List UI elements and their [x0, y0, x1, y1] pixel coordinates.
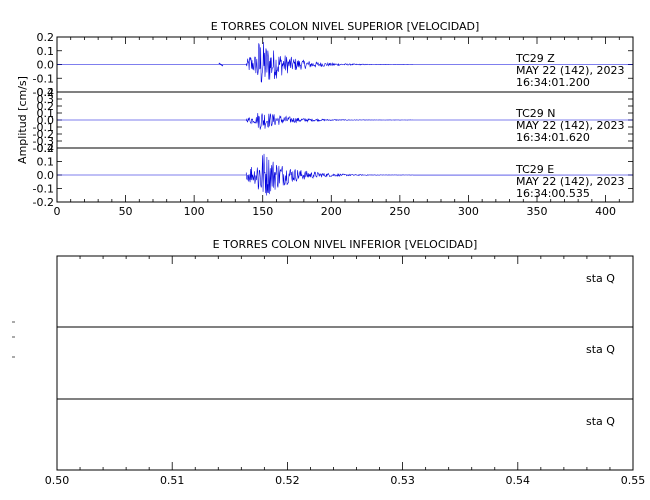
y-tick-label: -0.3	[33, 135, 54, 148]
trace-annotation: 16:34:01.620	[516, 131, 590, 144]
bottom-panel-2: sta Q	[57, 326, 633, 356]
x-tick-label: 0	[54, 205, 61, 218]
x-tick-label: 300	[458, 205, 479, 218]
y-tick-label: 0.3	[37, 93, 55, 106]
y-tick-label: 0.2	[37, 31, 55, 44]
bottom-seismogram-chart: E TORRES COLON NIVEL INFERIOR [VELOCIDAD…	[45, 238, 646, 487]
y-tick-label: 0.0	[37, 59, 55, 72]
x-tick-label: 350	[527, 205, 548, 218]
bottom-panel-1: sta Q	[586, 272, 615, 285]
y-tick-label: -0.2	[33, 128, 54, 141]
x-tick-label: 150	[252, 205, 273, 218]
waveform-N	[57, 113, 634, 130]
station-annotation: sta Q	[586, 415, 615, 428]
x-tick-label: 0.55	[621, 474, 646, 487]
x-tick-label: 250	[389, 205, 410, 218]
y-tick-label: -0.2	[33, 86, 54, 99]
y-tick-label: 0.0	[37, 169, 55, 182]
y-tick-label: 0.0	[37, 114, 55, 127]
y-tick-label: 0.1	[37, 107, 55, 120]
x-tick-label: 200	[321, 205, 342, 218]
y-tick-label: 0.1	[37, 156, 55, 169]
x-tick-label: 0.53	[390, 474, 415, 487]
y-tick-label: -0.1	[33, 121, 54, 134]
x-tick-label: 0.52	[275, 474, 300, 487]
y-tick-label: 0.1	[37, 45, 55, 58]
y-tick-label: -0.1	[33, 72, 54, 85]
y-tick-label: -0.4	[33, 142, 54, 155]
station-annotation: sta Q	[586, 272, 615, 285]
y-tick-label: -0.2	[33, 196, 54, 209]
y-tick-label: 0.2	[37, 142, 55, 155]
trace-annotation: MAY 22 (142), 2023	[516, 64, 624, 77]
waveform-Z	[57, 41, 634, 83]
top-chart-ylabel: Amplitud [cm/s]	[16, 76, 29, 164]
trace-annotation: MAY 22 (142), 2023	[516, 175, 624, 188]
bottom-chart-title: E TORRES COLON NIVEL INFERIOR [VELOCIDAD…	[213, 238, 478, 251]
trace-annotation: MAY 22 (142), 2023	[516, 119, 624, 132]
bottom-chart-frame	[56, 255, 634, 471]
station-annotation: sta Q	[586, 343, 615, 356]
bottom-panel-3: sta Q	[57, 398, 633, 428]
x-tick-label: 0.54	[506, 474, 531, 487]
x-tick-label: 50	[119, 205, 133, 218]
top-chart-title: E TORRES COLON NIVEL SUPERIOR [VELOCIDAD…	[211, 20, 480, 33]
trace-annotation: TC29 Z	[515, 52, 555, 65]
x-tick-label: 0.51	[160, 474, 185, 487]
y-tick-label: 0.2	[37, 100, 55, 113]
x-tick-label: 100	[184, 205, 205, 218]
waveform-blip	[218, 62, 224, 67]
x-tick-label: 0.50	[45, 474, 70, 487]
y-tick-label: 0.4	[37, 86, 55, 99]
x-tick-label: 400	[595, 205, 616, 218]
trace-annotation: TC29 E	[515, 163, 554, 176]
trace-annotation: TC29 N	[515, 107, 555, 120]
waveform-E	[57, 153, 634, 196]
trace-annotation: 16:34:00.535	[516, 187, 590, 200]
top-seismogram-chart: E TORRES COLON NIVEL SUPERIOR [VELOCIDAD…	[16, 20, 634, 218]
trace-annotation: 16:34:01.200	[516, 76, 590, 89]
top-chart-frame	[56, 36, 634, 203]
left-edge-marks	[12, 321, 15, 358]
y-tick-label: -0.1	[33, 183, 54, 196]
